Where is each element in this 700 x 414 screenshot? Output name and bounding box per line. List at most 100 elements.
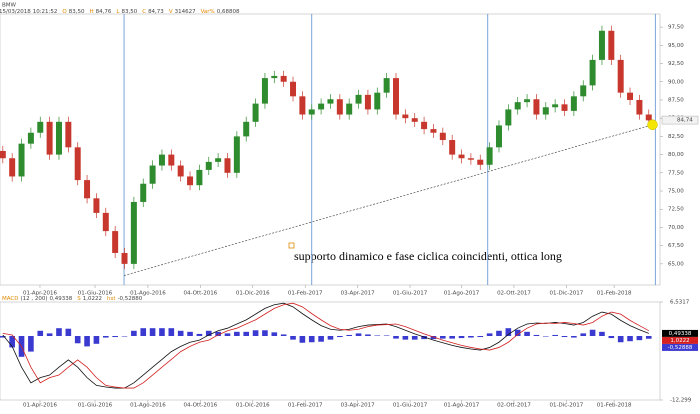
candle-body [46,121,53,155]
histogram-bar [496,330,502,336]
histogram-bar [524,331,530,336]
y-tick-label: 82,50 [668,134,684,140]
candle-body [84,180,91,199]
x-tick-label: 02-Ott-2017 [497,291,531,297]
candle-body [495,125,502,148]
histogram-bar [308,335,315,343]
candle-body [636,99,643,115]
histogram-bar [290,335,296,340]
x-tick-label: 04-Ott-2016 [183,291,217,297]
y-tick-label: 80,00 [668,152,684,158]
header-label: O [62,9,67,15]
candle-body [93,198,100,213]
candle-body [121,252,128,264]
header-label: Var% [201,9,215,15]
histogram-bar [580,333,587,336]
candle-body [18,143,25,177]
header: MACD (12 , 200) 0,49338 S 1,0222 hst -0,52880 [2,296,143,302]
header-value: (12 , 200) [21,296,48,302]
x-tick-label: 03-Apr-2017 [341,403,376,409]
histogram-bar [514,329,521,336]
candle-body [421,121,428,130]
y-tick-label: 70,00 [668,225,684,231]
candle-body [168,154,175,166]
histogram-bar [271,332,278,336]
last-value-label: 1,0222 [670,338,689,344]
histogram-bar [168,328,175,336]
histogram-bar [280,334,287,336]
histogram-bar [393,335,399,339]
histogram-bar [430,335,437,340]
histogram-bar [571,335,577,338]
x-tick-label: 01-Ago-2016 [130,403,166,409]
histogram-bar [505,328,512,336]
histogram-bar [121,335,128,337]
histogram-bar [449,335,455,339]
last-value-box [662,343,698,351]
x-tick-label: 01-Feb-2018 [597,403,632,409]
candle-body [383,78,390,93]
histogram-bar [458,335,465,339]
histogram-bar [131,330,137,336]
candle-body [533,99,540,115]
candle-body [215,158,222,162]
header-label: V [169,9,173,15]
histogram-bar [252,330,259,336]
histogram-bar [402,335,409,340]
histogram-bar [636,335,643,341]
header-value: 10:21:52 [33,9,58,15]
header-label: MACD [2,296,19,302]
candle-body [233,136,240,173]
candle-body [627,92,634,100]
candle-body [336,99,343,115]
x-tick-label: 01-Dic-2016 [236,403,270,409]
histogram-bar [112,335,118,338]
candle-body [327,99,334,104]
histogram-bar [234,331,240,336]
y-tick-label: 67,50 [668,243,684,249]
histogram-bar [46,333,53,336]
x-tick-label: 01-Apr-2016 [23,291,58,297]
candle-body [346,103,353,115]
candle-body [598,30,605,60]
touch-point [647,119,658,130]
histogram-bar [355,333,362,336]
header-label: hst [107,296,116,302]
histogram-bar [533,334,540,336]
histogram-bar [421,335,427,340]
histogram-bar [327,335,334,340]
header-value: 84,73 [148,9,164,15]
histogram-bar [608,335,615,339]
candle-body [102,212,109,232]
histogram-bar [561,335,568,338]
x-tick-label: 01-Ago-2017 [444,291,480,297]
candle-body [645,114,652,121]
histogram-bar [262,330,268,336]
candle-body [112,231,119,253]
x-tick-label: 01-Giu-2017 [393,403,428,409]
candle-body [261,78,268,104]
histogram-bar [365,334,371,336]
histogram-bar [552,334,558,336]
y-tick-label: 97,50 [668,25,684,31]
histogram-bar [617,335,624,343]
header-label: C [142,9,146,15]
candle-body [27,132,34,144]
x-tick-label: 01-Dic-2017 [550,291,584,297]
header-value: 83,50 [121,9,137,15]
candle-body [37,121,44,133]
histogram-bar [318,335,324,342]
candle-body [580,85,587,97]
candle-body [252,103,259,122]
x-tick-label: 03-Apr-2017 [341,291,376,297]
x-tick-label: 01-Ago-2017 [444,403,480,409]
last-price-box [661,115,699,125]
chart-title: BMW [2,3,17,9]
candle-body [140,183,147,202]
histogram-bar [374,335,381,336]
header-value: 83,50 [69,9,85,15]
last-value-box [662,336,698,344]
histogram-bar [102,335,109,338]
